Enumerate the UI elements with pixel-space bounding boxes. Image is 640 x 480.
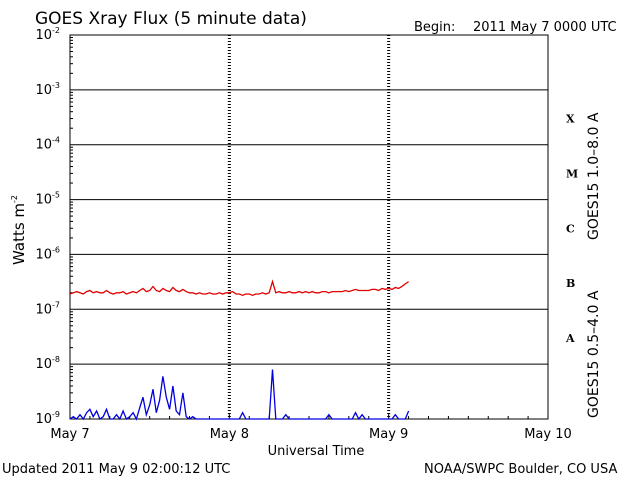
- flare-class-m: M: [566, 167, 578, 180]
- y-tick-label: 10-7: [35, 300, 60, 317]
- legend-goes15-long: GOES15 1.0–8.0 A: [586, 112, 602, 240]
- y-tick-label: 10-6: [35, 245, 60, 262]
- x-tick-label: May 8: [210, 427, 249, 442]
- flare-class-c: C: [566, 222, 575, 235]
- begin-date: 2011 May 7 0000 UTC: [473, 20, 617, 35]
- chart-title: GOES Xray Flux (5 minute data): [35, 9, 307, 29]
- y-tick-labels: 10-2 10-3 10-4 10-5 10-6 10-7 10-8 10-9: [35, 26, 60, 427]
- y-axis-label-group: Watts m-2: [10, 195, 28, 265]
- series-line-0: [69, 279, 409, 296]
- legend-red-group: GOES15 1.0–8.0 A: [586, 112, 602, 240]
- legend-blue-group: GOES15 0.5–4.0 A: [586, 290, 602, 418]
- y-tick-label: 10-3: [35, 81, 60, 98]
- credit-text: NOAA/SWPC Boulder, CO USA: [424, 462, 617, 477]
- y-axis-label: Watts m-2: [10, 195, 28, 265]
- flare-class-b: B: [566, 277, 575, 290]
- x-tick-label: May 7: [50, 427, 89, 442]
- x-tick-label: May 9: [369, 427, 408, 442]
- y-tick-label: 10-4: [35, 136, 60, 153]
- horizontal-grid: [70, 37, 548, 403]
- series-line-1: [69, 369, 410, 421]
- flare-class-a: A: [565, 332, 575, 345]
- x-tick-labels: May 7 May 8 May 9 May 10: [50, 427, 571, 442]
- y-tick-label: 10-9: [35, 410, 60, 427]
- x-tick-label: May 10: [524, 427, 572, 442]
- begin-label: Begin:: [414, 20, 455, 35]
- y-tick-label: 10-5: [35, 191, 60, 208]
- updated-timestamp: Updated 2011 May 9 02:00:12 UTC: [2, 462, 230, 477]
- y-tick-label: 10-2: [35, 26, 60, 43]
- legend-goes15-short: GOES15 0.5–4.0 A: [586, 290, 602, 418]
- x-axis-label: Universal Time: [268, 444, 365, 459]
- series-layer: [69, 279, 410, 421]
- y-tick-label: 10-8: [35, 355, 60, 372]
- flare-class-labels: X M C B A: [565, 113, 578, 345]
- flare-class-x: X: [566, 113, 575, 126]
- plot-frame: [69, 34, 549, 420]
- plot-area: [69, 34, 549, 421]
